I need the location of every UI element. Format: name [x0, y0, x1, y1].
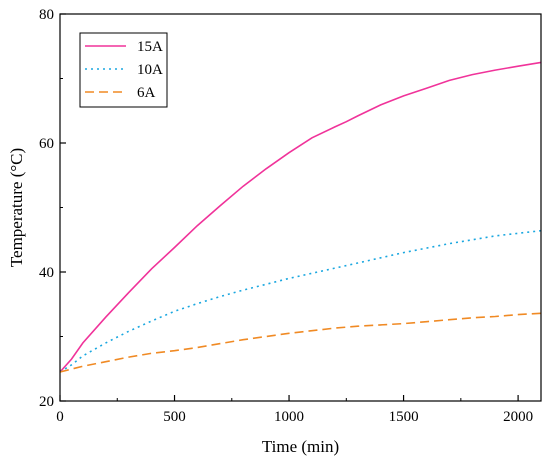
axes: 0 500 1000 1500 2000 20 40 60 80 — [39, 7, 542, 425]
y-tick-label: 60 — [39, 136, 54, 152]
series-line-6a — [59, 312, 542, 373]
series-line-15a — [59, 61, 542, 373]
x-tick-label: 2000 — [503, 409, 533, 425]
y-tick-label: 80 — [39, 7, 54, 23]
plot-area — [59, 61, 542, 373]
legend-label-10a: 10A — [137, 62, 163, 78]
legend-label-6a: 6A — [137, 85, 156, 101]
y-tick-label: 20 — [39, 394, 54, 410]
x-tick-label: 1500 — [389, 409, 419, 425]
x-axis-label: Time (min) — [262, 437, 339, 456]
y-tick-label: 40 — [39, 265, 54, 281]
legend-label-15a: 15A — [137, 39, 163, 55]
legend: 15A 10A 6A — [79, 32, 168, 108]
x-tick-label: 1000 — [274, 409, 304, 425]
axis-labels: Time (min) Temperature (°C) — [7, 148, 339, 456]
x-tick-label: 500 — [163, 409, 186, 425]
series-line-10a — [59, 229, 542, 373]
x-tick-label: 0 — [56, 409, 64, 425]
y-axis-label: Temperature (°C) — [7, 148, 26, 267]
